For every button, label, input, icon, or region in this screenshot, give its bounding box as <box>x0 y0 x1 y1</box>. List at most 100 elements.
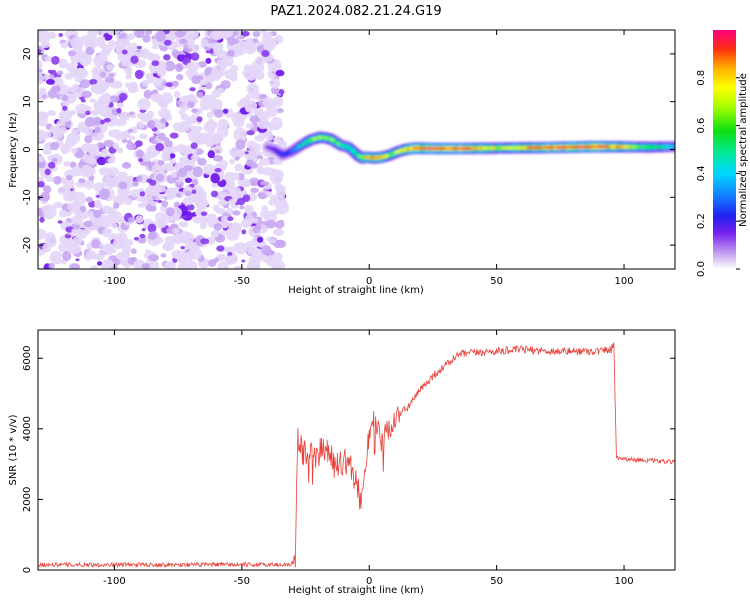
noise-blob <box>129 111 135 116</box>
noise-blob <box>265 191 272 196</box>
noise-blob <box>96 261 103 266</box>
noise-blob <box>210 190 219 198</box>
x-tick-label: -50 <box>234 576 250 587</box>
noise-blob <box>51 157 58 163</box>
noise-blob <box>260 180 266 186</box>
noise-blob <box>87 210 94 218</box>
noise-blob <box>141 228 146 232</box>
noise-blob <box>205 50 211 54</box>
noise-blob <box>179 38 188 45</box>
noise-blob <box>66 62 77 73</box>
noise-blob <box>258 192 267 200</box>
noise-blob <box>214 109 224 118</box>
noise-blob <box>137 98 151 111</box>
noise-blob <box>206 111 214 119</box>
noise-blob <box>66 174 73 181</box>
noise-blob <box>174 63 184 72</box>
noise-blob <box>260 210 269 219</box>
noise-blob <box>56 70 64 76</box>
noise-blob <box>209 48 215 54</box>
noise-blob <box>99 188 110 200</box>
noise-blob <box>217 261 229 269</box>
noise-blob <box>125 74 132 80</box>
noise-blob <box>224 179 236 189</box>
noise-blob <box>265 105 278 118</box>
noise-blob <box>259 169 266 174</box>
noise-blob <box>123 162 130 166</box>
noise-blob <box>97 35 106 44</box>
noise-blob <box>212 30 225 38</box>
noise-blob <box>79 79 91 89</box>
spectrogram-x-axis-label: Height of straight line (km) <box>288 285 424 296</box>
noise-blob <box>169 132 179 139</box>
noise-blob <box>219 64 227 71</box>
noise-blob <box>75 258 80 262</box>
noise-blob <box>188 247 202 260</box>
noise-blob <box>124 82 132 88</box>
noise-blob <box>38 48 42 54</box>
noise-blob <box>172 238 180 245</box>
noise-blob <box>175 252 183 260</box>
noise-blob <box>53 176 62 185</box>
noise-blob <box>125 239 134 247</box>
noise-blob <box>99 71 106 78</box>
spectrogram-noise <box>38 30 289 269</box>
noise-blob <box>199 222 207 230</box>
noise-blob <box>120 192 128 197</box>
noise-blob <box>132 180 139 187</box>
noise-blob <box>271 86 280 95</box>
noise-blob <box>141 196 154 204</box>
noise-blob <box>103 139 115 148</box>
noise-blob <box>104 76 115 83</box>
noise-blob <box>275 187 286 198</box>
noise-blob <box>189 87 196 92</box>
noise-blob <box>94 100 105 108</box>
noise-blob <box>73 43 80 49</box>
noise-blob <box>276 108 284 114</box>
noise-blob <box>216 87 224 93</box>
noise-blob <box>190 52 200 61</box>
noise-blob <box>39 216 45 223</box>
noise-blob <box>88 38 96 44</box>
noise-blob <box>87 156 97 166</box>
noise-blob <box>78 178 86 184</box>
noise-blob <box>51 56 60 65</box>
noise-blob <box>87 127 94 135</box>
noise-blob <box>153 80 161 88</box>
noise-blob <box>254 117 261 122</box>
x-tick-label: 50 <box>490 576 503 587</box>
noise-blob <box>139 48 151 59</box>
noise-blob <box>225 246 237 254</box>
noise-blob <box>42 243 51 253</box>
noise-blob <box>62 105 68 111</box>
noise-blob <box>239 101 249 108</box>
noise-blob <box>166 188 174 193</box>
noise-blob <box>59 209 67 218</box>
noise-blob <box>116 102 124 108</box>
noise-blob <box>68 169 76 176</box>
noise-blob <box>118 181 128 190</box>
noise-blob <box>134 30 145 39</box>
noise-blob <box>67 202 77 211</box>
noise-blob <box>210 230 220 238</box>
noise-blob <box>121 138 128 144</box>
y-tick-label: 4000 <box>22 416 33 441</box>
noise-blob <box>274 35 284 44</box>
noise-blob <box>234 163 244 172</box>
noise-blob <box>235 139 246 150</box>
noise-blob <box>245 241 254 249</box>
noise-blob <box>45 79 55 85</box>
noise-blob <box>135 149 144 158</box>
noise-blob <box>155 237 164 244</box>
noise-blob <box>150 200 158 207</box>
noise-blob <box>38 181 45 188</box>
noise-blob <box>38 155 45 163</box>
noise-blob <box>116 38 131 48</box>
noise-blob <box>136 45 142 50</box>
noise-blob <box>108 40 117 48</box>
noise-blob <box>101 148 109 155</box>
noise-blob <box>254 135 265 142</box>
y-tick-label: 10 <box>22 95 33 108</box>
noise-blob <box>190 154 199 162</box>
snr-frame <box>37 329 676 571</box>
